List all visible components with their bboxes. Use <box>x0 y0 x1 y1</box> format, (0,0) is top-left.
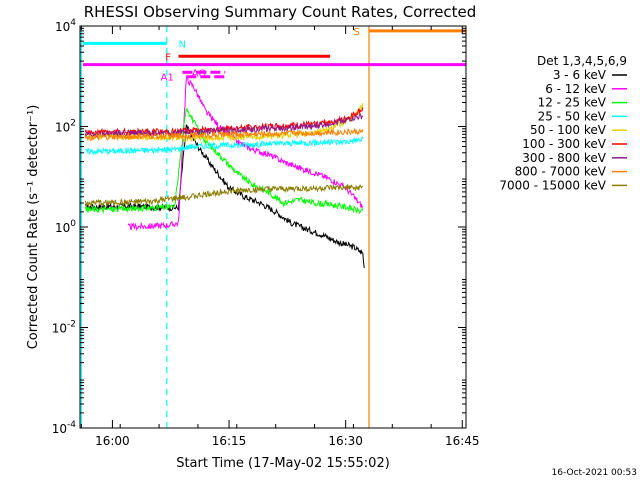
legend-entry-label: 12 - 25 keV <box>538 96 607 110</box>
series-line-800to7000keV-seg0 <box>84 127 364 142</box>
series-line-3to6keV-seg0 <box>85 124 365 268</box>
y-tick-exponent: -4 <box>67 420 76 430</box>
y-tick-label: 10-2 <box>52 320 76 336</box>
legend-entry-label: 25 - 50 keV <box>538 109 607 123</box>
y-tick-exponent: 2 <box>70 119 76 129</box>
series-line-7000to15000keV-seg0 <box>84 183 363 208</box>
legend-entry-label: 3 - 6 keV <box>553 68 607 82</box>
timestamp: 16-Oct-2021 00:53 <box>552 468 637 478</box>
y-tick-mantissa: 10 <box>52 422 67 436</box>
y-tick-exponent: 0 <box>70 219 76 229</box>
y-tick-label: 104 <box>55 18 76 34</box>
legend-entry-label: 300 - 800 keV <box>522 151 606 165</box>
chart-title: RHESSI Observing Summary Count Rates, Co… <box>84 3 477 21</box>
x-axis-label: Start Time (17-May-02 15:55:02) <box>176 456 390 471</box>
legend-entry-label: 7000 - 15000 keV <box>499 178 606 192</box>
y-tick-mantissa: 10 <box>52 322 67 336</box>
legend-entry-label: 100 - 300 keV <box>522 137 606 151</box>
x-tick-label: 16:15 <box>212 434 247 448</box>
plot-clip-group: N S F AG A1 <box>80 26 466 428</box>
x-tick-label: 16:30 <box>328 434 363 448</box>
y-tick-label: 10-4 <box>52 420 77 436</box>
y-tick-mantissa: 10 <box>55 121 70 135</box>
x-tick-label: 16:00 <box>95 434 130 448</box>
x-tick-label: 16:45 <box>445 434 480 448</box>
legend-entry-label: 50 - 100 keV <box>530 123 607 137</box>
flag-label-AG: AG <box>192 68 206 79</box>
series-line-12to25keV-seg0 <box>84 107 364 215</box>
flag-label-S: S <box>353 27 359 38</box>
flag-label-N: N <box>179 39 186 50</box>
y-axis-label: Corrected Count Rate (s⁻¹ detector⁻¹) <box>26 105 41 350</box>
y-tick-mantissa: 10 <box>55 20 70 34</box>
flag-label-F: F <box>165 52 171 63</box>
flag-label-A1: A1 <box>161 73 174 84</box>
legend-header: Det 1,3,4,5,6,9 <box>537 54 627 68</box>
y-tick-label: 102 <box>55 119 76 135</box>
y-tick-mantissa: 10 <box>55 221 70 235</box>
y-tick-exponent: 4 <box>70 18 76 28</box>
legend-entry-label: 6 - 12 keV <box>545 82 607 96</box>
y-tick-exponent: -2 <box>67 320 76 330</box>
y-tick-label: 100 <box>55 219 76 235</box>
series-line-25to50keV-seg0 <box>84 135 364 156</box>
plot-content: N S F AG A1 <box>80 26 466 428</box>
legend-entry-label: 800 - 7000 keV <box>515 165 607 179</box>
